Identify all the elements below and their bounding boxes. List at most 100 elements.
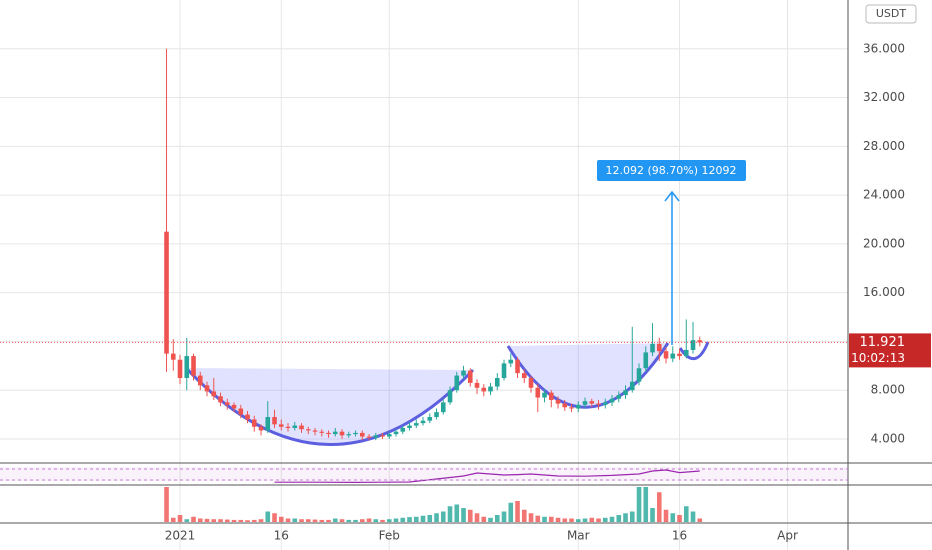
cup-curve <box>184 366 475 446</box>
volume-bar <box>326 519 331 522</box>
volume-bar <box>332 518 338 522</box>
volume-bar <box>197 518 203 522</box>
volume-bar <box>650 508 655 522</box>
candle-body <box>353 432 358 435</box>
volume-bar <box>373 519 379 522</box>
x-tick-label: 2021 <box>165 529 196 543</box>
candle-body <box>501 363 507 379</box>
grid <box>0 0 848 550</box>
volume-bar <box>305 519 311 522</box>
volume-bar <box>177 515 183 522</box>
candle-body <box>697 340 703 343</box>
volume-bar <box>677 515 682 522</box>
volume-bar <box>231 519 237 522</box>
candle-body <box>407 425 412 429</box>
volume-bar <box>454 504 460 522</box>
candle-body <box>555 399 561 404</box>
candle-body <box>346 434 352 436</box>
candle-body <box>272 417 277 425</box>
volume-bar <box>366 518 372 522</box>
volume-bar <box>204 518 210 522</box>
countdown: 10:02:13 <box>851 351 905 365</box>
candle-body <box>528 378 534 388</box>
candle-body <box>245 414 250 420</box>
volume-bar <box>299 519 304 522</box>
volume-bar <box>602 517 608 522</box>
y-tick-label: 32.000 <box>863 90 905 104</box>
volume-bar <box>278 516 284 522</box>
candle-body <box>440 402 446 413</box>
volume-bar <box>636 487 642 522</box>
volume-bar <box>211 519 217 522</box>
volume-bar <box>440 511 446 522</box>
volume-bar <box>575 519 581 522</box>
volume-bar <box>555 517 561 522</box>
candle-body <box>447 390 453 403</box>
candle-body <box>521 373 527 379</box>
x-tick-label: Apr <box>777 529 798 543</box>
volume-bar <box>393 518 399 522</box>
volume-bar <box>501 511 507 522</box>
candle-body <box>542 392 547 398</box>
y-tick-label: 24.000 <box>863 188 905 202</box>
volume-bar <box>562 518 568 522</box>
candle-body <box>305 429 311 431</box>
x-tick-label: 16 <box>274 529 289 543</box>
volume-bar <box>312 519 318 522</box>
candle-body <box>231 404 237 409</box>
volume-bar <box>582 518 588 522</box>
volume-bar <box>407 517 412 522</box>
volume-bar <box>474 513 480 522</box>
volume-bar <box>670 513 676 522</box>
candle-body <box>582 401 588 405</box>
candle-body <box>413 423 419 426</box>
volume-bar <box>380 519 385 522</box>
candle-body <box>393 431 399 435</box>
candle-body <box>508 359 514 364</box>
volume-bar <box>346 519 352 522</box>
candle-body <box>366 436 372 438</box>
volume-bar <box>515 501 520 522</box>
candle-body <box>319 431 325 433</box>
volume-bar <box>420 515 426 522</box>
volume-bar <box>461 508 466 522</box>
annotation-box <box>597 160 746 181</box>
y-tick-label: 28.000 <box>863 139 905 153</box>
candle-body <box>481 387 487 392</box>
candle-body <box>670 353 676 359</box>
candle-body <box>191 356 196 376</box>
volume-bar <box>238 519 244 522</box>
arrow-head <box>664 190 680 202</box>
volume-bar <box>339 519 345 522</box>
candle-body <box>251 419 257 427</box>
volume-bar <box>265 511 271 522</box>
y-tick-label: 4.000 <box>871 431 905 445</box>
currency-box[interactable] <box>865 4 917 24</box>
candle-body <box>332 431 338 435</box>
candle-body <box>434 412 439 418</box>
candle-body <box>690 340 696 350</box>
indicator-line <box>274 469 700 484</box>
candle-body <box>427 417 433 421</box>
volume-bar <box>629 511 635 522</box>
volume-bar <box>643 487 649 522</box>
volume-bar <box>400 517 406 522</box>
candle-body <box>589 401 595 404</box>
volume-bar <box>683 506 689 522</box>
candle-body <box>380 435 385 437</box>
volume-bar <box>569 518 574 522</box>
candle-body <box>629 381 635 391</box>
volume-bar <box>427 515 433 522</box>
volume-bar <box>589 517 595 522</box>
volume-bar <box>609 516 615 522</box>
candle-body <box>616 395 622 399</box>
candle-body <box>420 420 426 424</box>
candle-body <box>494 378 500 387</box>
candle-body <box>265 417 271 431</box>
volume-bar <box>434 513 439 522</box>
candle-body <box>454 375 460 391</box>
volume-bar <box>548 516 554 522</box>
candle-body <box>238 408 244 415</box>
volume-bar <box>359 519 365 522</box>
